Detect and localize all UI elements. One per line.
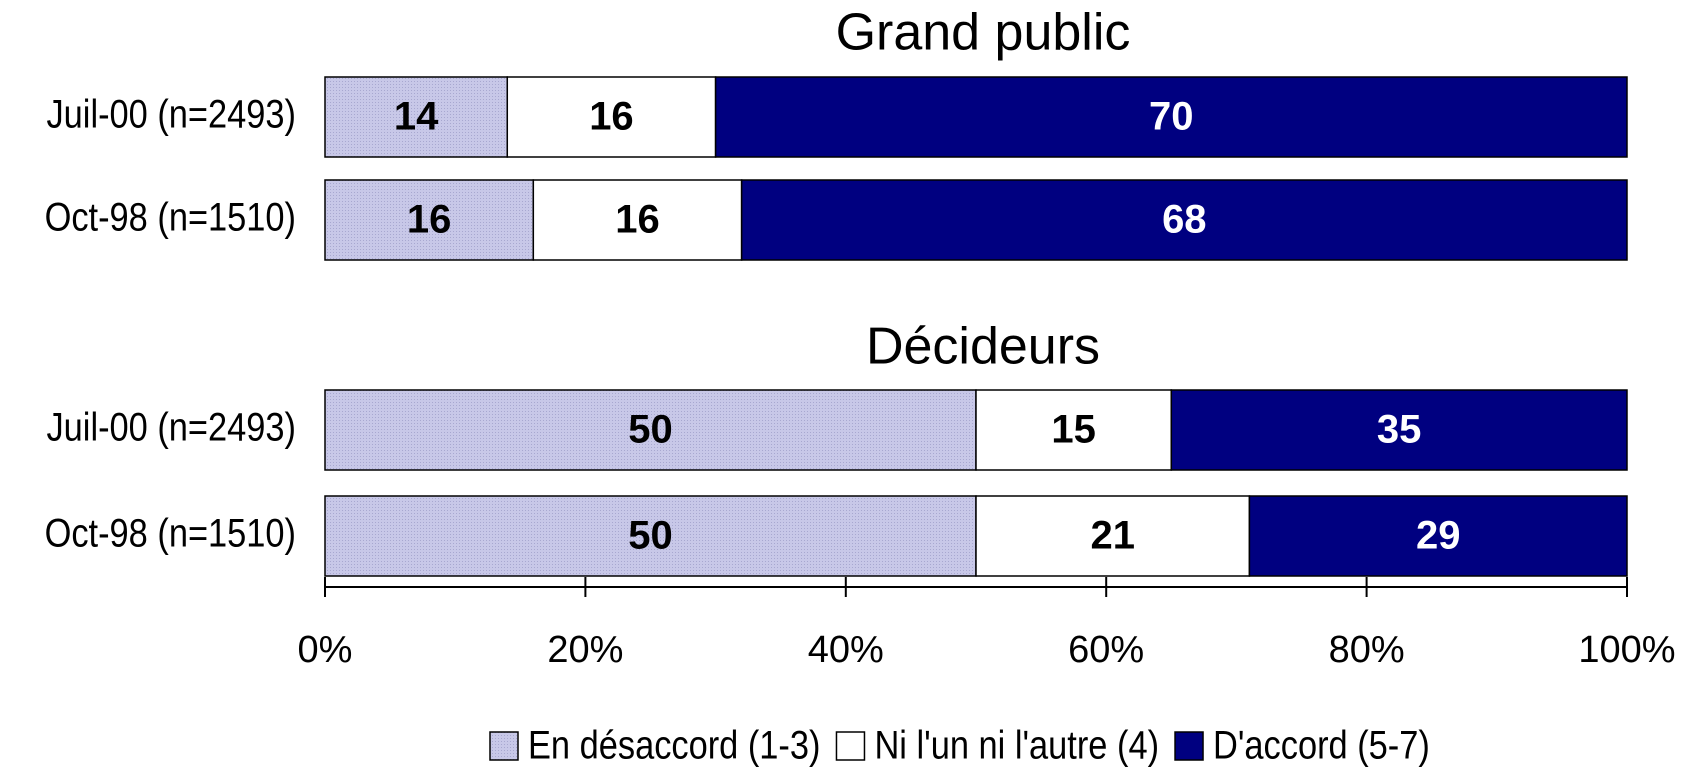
data-label: 16 [589,95,634,139]
legend-label: Ni l'un ni l'autre (4) [874,722,1159,767]
data-label: 14 [394,95,439,139]
bar-segment [506,76,717,158]
category-label: Juil-00 (n=2493) [46,404,296,449]
legend-swatch [489,731,519,761]
data-label: 68 [1162,198,1207,242]
x-tick-label: 40% [808,629,884,671]
data-label: 29 [1416,514,1461,558]
data-label: 16 [615,198,660,242]
bar-segment [714,76,1628,158]
data-label: 21 [1090,514,1135,558]
legend-label: D'accord (5-7) [1213,722,1430,767]
bar-segment [532,179,743,261]
group-title: Décideurs [866,318,1100,376]
x-tick-label: 100% [1578,629,1675,671]
bar-segment [1170,389,1628,471]
x-tick-label: 80% [1329,629,1405,671]
data-label: 15 [1051,408,1096,452]
category-label: Oct-98 (n=1510) [45,194,296,239]
data-label: 35 [1377,408,1422,452]
data-label: 16 [407,198,452,242]
group-title: Grand public [836,4,1131,62]
category-label: Oct-98 (n=1510) [45,510,296,555]
data-label: 70 [1149,95,1194,139]
bar-segment [324,76,509,158]
bar-segment [324,495,977,577]
data-label: 50 [628,408,673,452]
bar-segment [975,389,1173,471]
bar-segment [740,179,1628,261]
category-label: Juil-00 (n=2493) [46,91,296,136]
data-label: 50 [628,514,673,558]
x-tick-label: 60% [1068,629,1144,671]
legend-swatch [1174,731,1204,761]
bar-segment [324,179,535,261]
legend-label: En désaccord (1-3) [528,722,820,767]
x-tick-label: 0% [298,629,353,671]
legend-swatch [835,731,866,761]
x-tick-label: 20% [547,629,623,671]
bar-segment [1248,495,1628,577]
bar-segment [324,389,977,471]
